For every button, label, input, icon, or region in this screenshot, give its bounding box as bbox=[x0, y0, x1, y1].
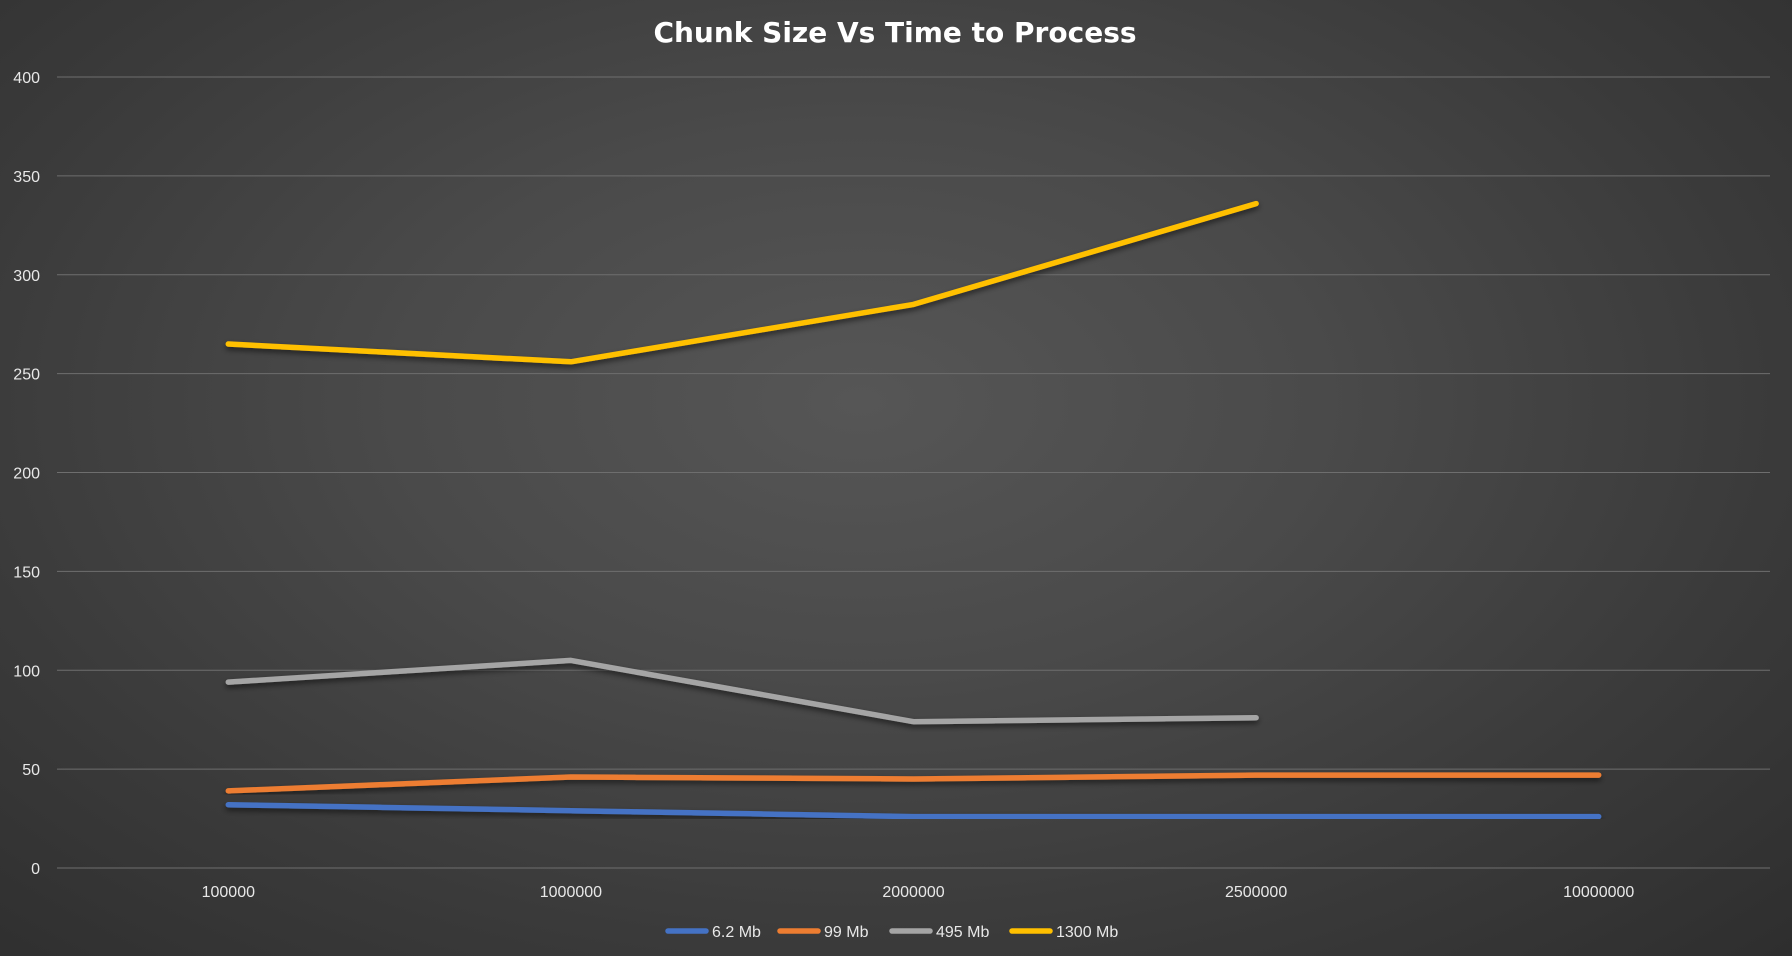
y-tick-label: 350 bbox=[13, 169, 40, 186]
chart-title: Chunk Size Vs Time to Process bbox=[653, 16, 1136, 49]
series-lines bbox=[225, 200, 1602, 820]
series-line-0 bbox=[225, 801, 1602, 820]
x-tick-label: 1000000 bbox=[540, 884, 602, 901]
legend: 6.2 Mb 99 Mb 495 Mb 1300 Mb bbox=[665, 924, 1118, 941]
legend-label: 6.2 Mb bbox=[712, 924, 761, 941]
y-tick-label: 200 bbox=[13, 466, 40, 483]
y-tick-label: 0 bbox=[31, 861, 40, 878]
y-tick-label: 150 bbox=[13, 564, 40, 581]
y-tick-label: 250 bbox=[13, 367, 40, 384]
x-tick-label: 2500000 bbox=[1225, 884, 1287, 901]
y-axis-ticks: 0 50 100 150 200 250 300 350 400 bbox=[13, 70, 40, 878]
y-tick-label: 400 bbox=[13, 70, 40, 87]
y-tick-label: 50 bbox=[22, 762, 40, 779]
legend-label: 1300 Mb bbox=[1056, 924, 1118, 941]
legend-label: 495 Mb bbox=[936, 924, 989, 941]
y-tick-label: 100 bbox=[13, 663, 40, 680]
x-axis-ticks: 100000 1000000 2000000 2500000 10000000 bbox=[202, 884, 1635, 901]
gridlines bbox=[57, 76, 1770, 869]
x-tick-label: 2000000 bbox=[882, 884, 944, 901]
x-tick-label: 10000000 bbox=[1563, 884, 1634, 901]
y-tick-label: 300 bbox=[13, 268, 40, 285]
x-tick-label: 100000 bbox=[202, 884, 255, 901]
legend-label: 99 Mb bbox=[824, 924, 869, 941]
series-line-1 bbox=[225, 772, 1602, 794]
series-line-2 bbox=[225, 657, 1259, 725]
series-line-3 bbox=[225, 200, 1259, 365]
